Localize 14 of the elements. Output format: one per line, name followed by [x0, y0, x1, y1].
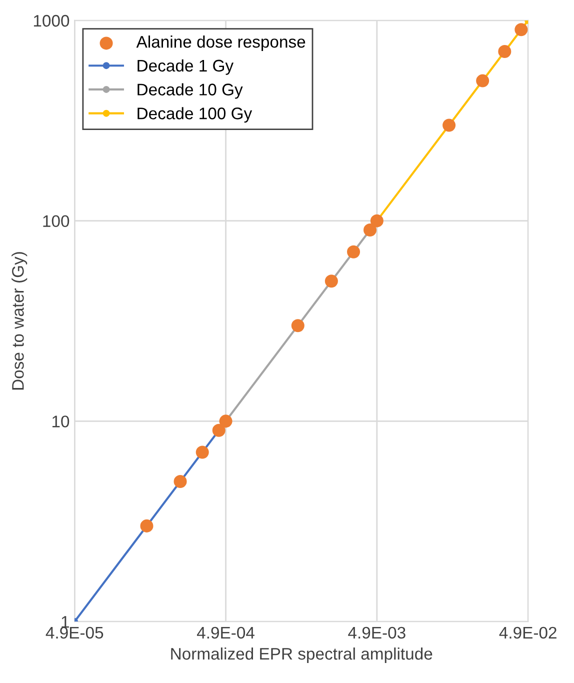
- y-tick-label: 100: [43, 215, 70, 228]
- x-tick-label: 4.9E-05: [46, 626, 104, 639]
- legend-label: Decade 1 Gy: [138, 59, 234, 75]
- x-tick-label: 4.9E-04: [196, 626, 254, 639]
- legend-label: Alanine dose response: [136, 35, 306, 52]
- y-tick-label: 10: [52, 416, 70, 428]
- y-tick-label: 1000: [34, 14, 70, 27]
- legend-label: Decade 100 Gy: [138, 107, 252, 123]
- x-axis-title: Normalized EPR spectral amplitude: [171, 647, 432, 664]
- legend-label: Decade 10 Gy: [138, 83, 243, 99]
- x-tick-label: 4.9E-03: [348, 626, 406, 639]
- y-tick-label: 1: [62, 616, 69, 628]
- x-tick-label: 4.9E-02: [499, 626, 556, 639]
- y-axis-title: Dose to water (Gy): [12, 252, 28, 390]
